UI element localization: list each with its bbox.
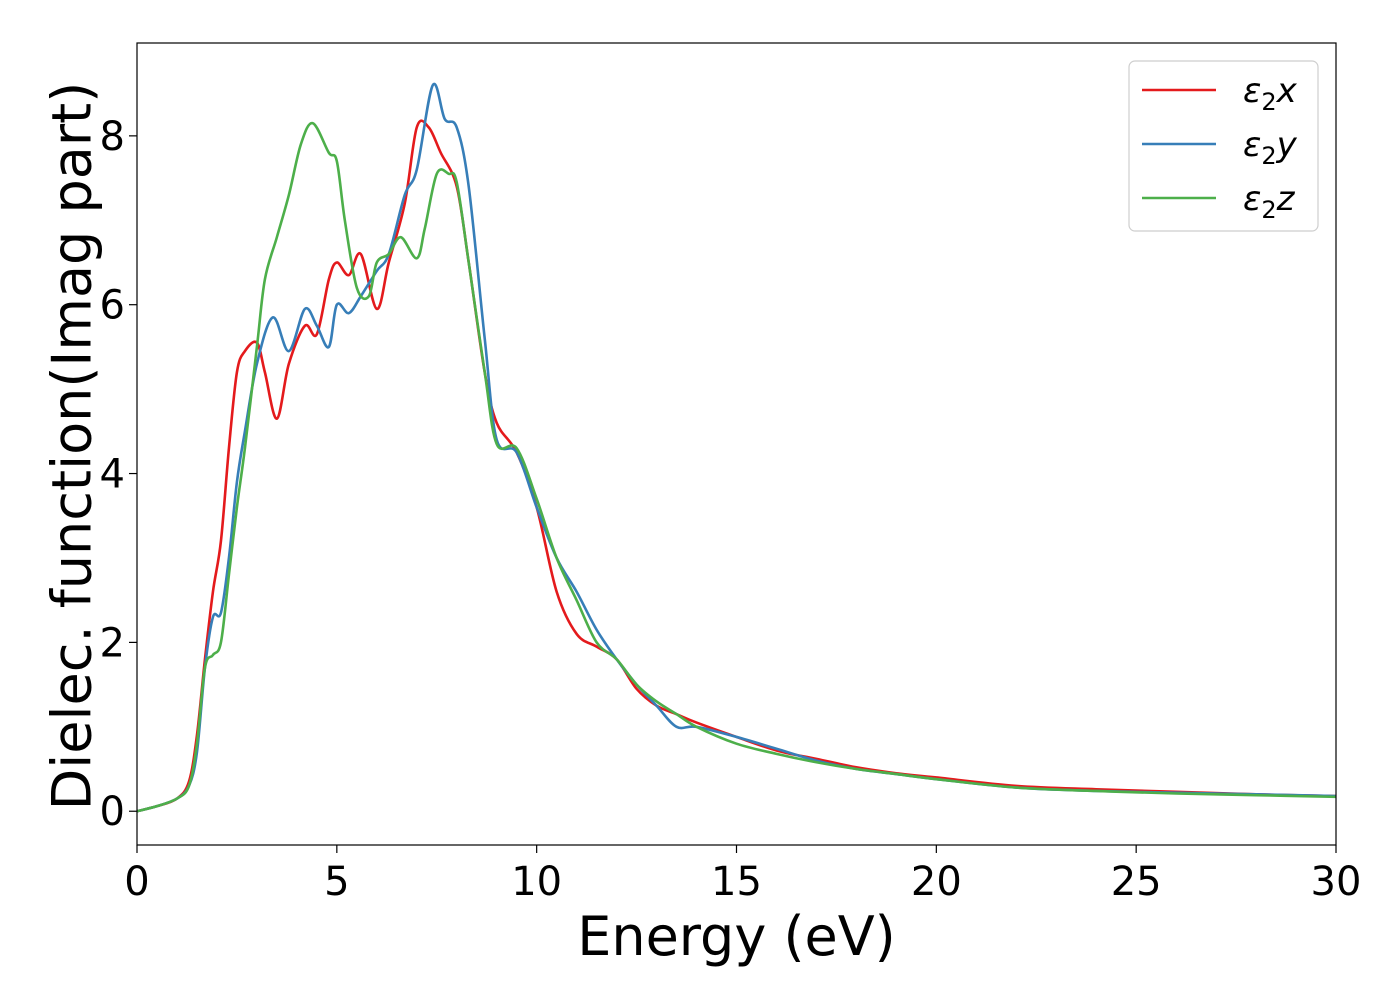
x-tick-label: 15 [711, 859, 762, 905]
legend-suffix: y [1276, 125, 1298, 165]
legend-subscript: 2 [1261, 88, 1276, 116]
y-tick-label: 8 [100, 114, 125, 160]
legend-label-x: ε2x [1243, 71, 1298, 116]
y-tick-label: 2 [100, 620, 125, 666]
series-line-z [137, 121, 1336, 813]
y-tick-label: 6 [100, 283, 125, 329]
legend-subscript: 2 [1261, 196, 1276, 224]
legend-symbol: ε [1243, 125, 1261, 165]
legend-symbol: ε [1243, 179, 1261, 219]
y-tick-label: 0 [100, 789, 125, 835]
legend-suffix: z [1276, 179, 1296, 219]
legend-suffix: x [1276, 71, 1298, 111]
legend-label-y: ε2y [1243, 125, 1298, 170]
x-tick-label: 20 [911, 859, 962, 905]
x-tick-label: 25 [1111, 859, 1162, 905]
x-axis-title: Energy (eV) [577, 905, 896, 968]
ticks-layer: 0 5 10 15 20 25 30 0 2 4 6 8 [100, 114, 1362, 905]
y-axis-title: Dielec. function(Imag part) [41, 82, 104, 811]
x-tick-label: 30 [1311, 859, 1362, 905]
legend-label-z: ε2z [1243, 179, 1296, 224]
x-tick-label: 10 [511, 859, 562, 905]
legend-box [1128, 60, 1319, 232]
y-tick-label: 4 [100, 452, 125, 498]
series-line-y [137, 82, 1336, 813]
series-layer [137, 82, 1336, 813]
legend-subscript: 2 [1261, 142, 1276, 170]
x-tick-label: 0 [124, 859, 149, 905]
x-tick-label: 5 [324, 859, 349, 905]
legend-symbol: ε [1243, 71, 1261, 111]
